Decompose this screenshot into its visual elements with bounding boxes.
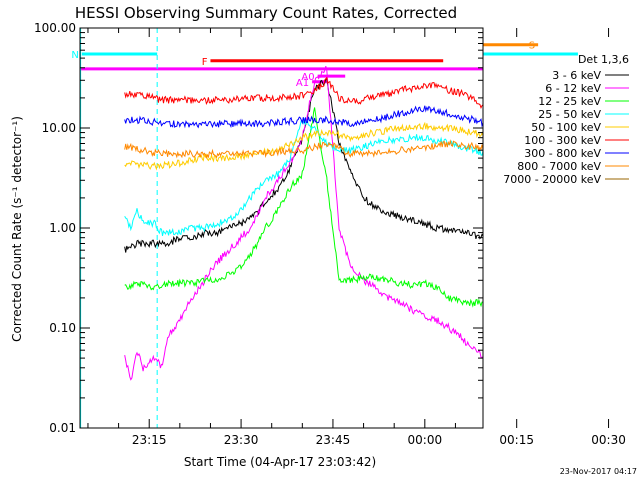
series-line xyxy=(124,76,483,109)
legend-label: 300 - 800 keV xyxy=(524,147,601,160)
legend-label: 7000 - 20000 keV xyxy=(503,173,601,186)
legend-label: 800 - 7000 keV xyxy=(517,160,601,173)
y-axis-label: Corrected Count Rate (s⁻¹ detector⁻¹) xyxy=(10,116,24,342)
x-tick-label: 00:15 xyxy=(499,433,534,447)
x-tick-label: 23:30 xyxy=(224,433,259,447)
x-tick-label: 00:30 xyxy=(591,433,626,447)
x-tick-label: 00:00 xyxy=(408,433,443,447)
legend-label: 3 - 6 keV xyxy=(552,69,601,82)
y-tick-label: 0.10 xyxy=(49,321,76,335)
series-line xyxy=(124,78,483,253)
series-line xyxy=(124,121,483,171)
series-line xyxy=(124,65,483,381)
series-layer xyxy=(124,65,483,381)
x-tick-label: 23:45 xyxy=(316,433,351,447)
flag-label: S xyxy=(529,41,535,52)
legend-label: 6 - 12 keV xyxy=(545,82,601,95)
legend-title: Det 1,3,6 xyxy=(578,53,629,66)
series-line xyxy=(124,118,483,237)
y-tick-label: 100.00 xyxy=(34,21,76,35)
y-axis: 100.00 10.00 1.00 0.10 0.01 xyxy=(34,21,483,435)
chart-title: HESSI Observing Summary Count Rates, Cor… xyxy=(75,4,457,22)
flag-label: A1 xyxy=(296,78,309,89)
x-tick-label: 23:15 xyxy=(132,433,167,447)
flag-label: F xyxy=(202,57,208,68)
legend-label: 25 - 50 keV xyxy=(538,108,601,121)
y-tick-label: 10.00 xyxy=(42,121,76,135)
y-tick-label: 1.00 xyxy=(49,221,76,235)
footer-timestamp: 23-Nov-2017 04:17 xyxy=(560,467,637,476)
series-line xyxy=(124,105,483,129)
flag-label: N xyxy=(71,50,78,61)
legend-label: 100 - 300 keV xyxy=(524,134,601,147)
x-axis-label: Start Time (04-Apr-17 23:03:42) xyxy=(184,455,376,469)
series-line xyxy=(124,139,483,159)
y-tick-label: 0.01 xyxy=(49,421,76,435)
legend-label: 50 - 100 keV xyxy=(531,121,601,134)
series-line xyxy=(124,107,483,308)
x-axis: 23:15 23:30 23:45 00:00 00:15 00:30 xyxy=(87,28,626,447)
flag-label: A0 xyxy=(301,72,314,83)
legend-label: 12 - 25 keV xyxy=(538,95,601,108)
